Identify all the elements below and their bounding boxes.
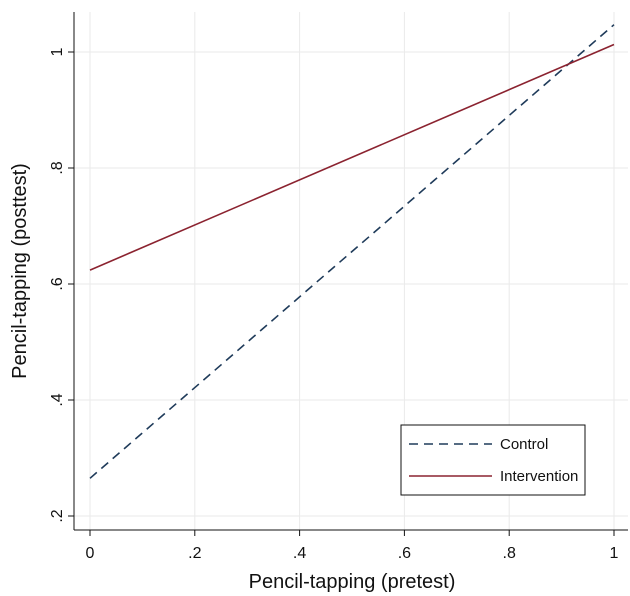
- y-tick-label: .2: [49, 509, 66, 522]
- legend-label-intervention: Intervention: [500, 468, 578, 485]
- x-tick-label: 0: [86, 545, 95, 562]
- ticks: 0 .2 .4 .6 .8 1 .2 .4 .6 .8 1: [49, 47, 619, 562]
- series-line-intervention: [89, 43, 615, 271]
- x-tick-label: .6: [398, 545, 411, 562]
- y-tick-label: 1: [49, 47, 66, 56]
- axes: [73, 12, 628, 531]
- x-tick-label: .2: [188, 545, 201, 562]
- legend: Control Intervention: [400, 424, 586, 496]
- x-tick-label: .4: [293, 545, 306, 562]
- x-axis-label: Pencil-tapping (pretest): [249, 571, 456, 593]
- x-tick-label: 1: [610, 545, 619, 562]
- y-axis-label: Pencil-tapping (posttest): [9, 163, 31, 379]
- gridlines: [74, 12, 628, 530]
- y-tick-label: .8: [49, 161, 66, 174]
- series-line-control: [89, 24, 615, 479]
- legend-box: [400, 424, 586, 496]
- series-lines: [89, 24, 615, 479]
- x-tick-label: .8: [503, 545, 516, 562]
- y-tick-label: .6: [49, 277, 66, 290]
- y-tick-label: .4: [49, 393, 66, 406]
- legend-label-control: Control: [500, 436, 548, 453]
